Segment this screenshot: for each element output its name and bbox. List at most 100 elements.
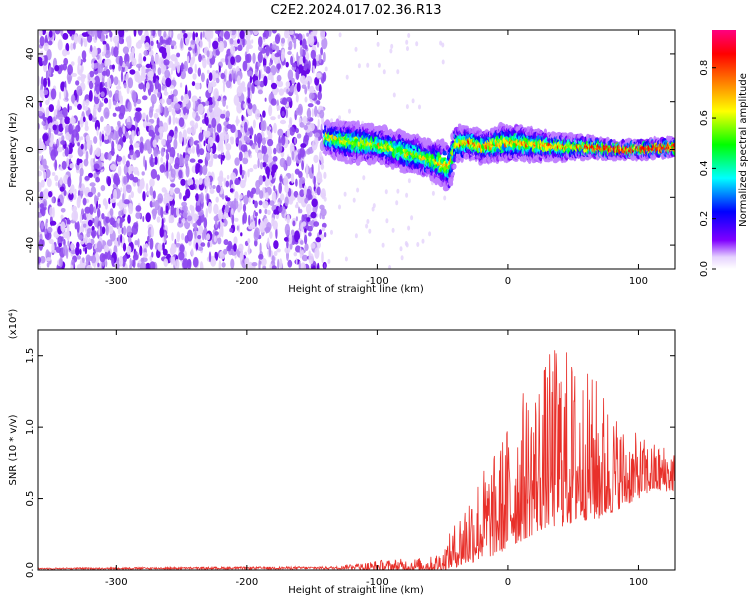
spectrogram-noise-cell xyxy=(105,224,109,236)
spectrogram-noise-cell xyxy=(76,221,80,233)
spectrogram-noise-cell xyxy=(396,188,400,194)
spectrogram-noise-cell xyxy=(159,98,165,104)
spectrogram-noise-cell xyxy=(307,60,311,70)
spectrogram-noise-cell xyxy=(290,173,295,184)
spectrogram-noise-cell xyxy=(132,176,139,183)
spectrogram-noise-cell xyxy=(218,65,221,73)
spectrogram-noise-cell xyxy=(234,217,239,222)
spectrogram-noise-cell xyxy=(323,171,327,179)
spectrogram-noise-cell xyxy=(78,234,83,240)
spectrogram-noise-cell xyxy=(163,91,169,96)
spectrogram-noise-cell xyxy=(217,237,222,245)
spectrogram-noise-cell xyxy=(117,79,121,88)
spectrogram-noise-cell xyxy=(296,133,302,139)
spectrogram-noise-cell xyxy=(291,62,297,68)
spectrogram-noise-cell xyxy=(320,155,324,165)
spectrogram-noise-cell xyxy=(247,244,251,256)
spectrogram-noise-cell xyxy=(39,191,44,200)
spectrogram-noise-cell xyxy=(220,94,223,103)
spectrogram-noise-cell xyxy=(165,152,170,161)
spectrogram-noise-cell xyxy=(67,176,72,188)
spectrogram-noise-cell xyxy=(214,219,218,229)
spectrogram-noise-cell xyxy=(243,103,246,109)
spectrogram-noise-cell xyxy=(39,203,44,209)
spectrogram-noise-cell xyxy=(123,199,130,205)
spectrogram-noise-cell xyxy=(319,109,325,119)
spectrogram-noise-cell xyxy=(185,188,191,199)
spectrogram-noise-cell xyxy=(109,31,113,38)
spectrogram-noise-cell xyxy=(278,206,283,213)
spectrogram-noise-cell xyxy=(76,255,82,260)
spectrogram-noise-cell xyxy=(79,115,84,128)
spectrogram-noise-cell xyxy=(139,141,144,154)
spectrogram-noise-cell xyxy=(313,154,319,164)
spectrogram-noise-cell xyxy=(39,89,45,99)
spectrogram-noise-cell xyxy=(46,262,50,268)
spectrogram-noise-cell xyxy=(61,160,67,170)
spectrogram-noise-cell xyxy=(132,259,136,268)
spectrogram-noise-cell xyxy=(95,147,101,157)
spectrogram-noise-cell xyxy=(338,32,342,38)
spectrogram-noise-cell xyxy=(50,88,57,100)
spectrogram-noise-cell xyxy=(129,149,134,156)
spectrogram-noise-cell xyxy=(224,68,228,76)
spectrogram-noise-cell xyxy=(82,238,87,243)
spectrogram-noise-cell xyxy=(61,135,65,142)
spectrogram-noise-cell xyxy=(83,38,88,48)
spectrogram-noise-cell xyxy=(144,139,151,151)
spectrogram-noise-cell xyxy=(205,116,209,127)
spectrogram-noise-cell xyxy=(208,251,212,263)
spectrogram-noise-cell xyxy=(51,242,55,254)
spectrogram-noise-cell xyxy=(45,119,48,131)
spectrogram-noise-cell xyxy=(158,104,161,115)
spectrogram-noise-cell xyxy=(70,42,74,51)
spectrogram-noise-cell xyxy=(278,88,285,96)
spectrogram-noise-cell xyxy=(327,258,331,264)
spectrogram-noise-cell xyxy=(247,70,253,77)
spectrogram-noise-cell xyxy=(295,93,299,103)
spectrogram-noise-cell xyxy=(142,95,148,101)
spectrogram-noise-cell xyxy=(221,214,227,220)
spectrogram-noise-cell xyxy=(122,175,128,185)
spectrogram-noise-cell xyxy=(170,168,176,178)
spectrogram-noise-cell xyxy=(197,235,202,240)
spectrogram-noise-cell xyxy=(270,98,277,106)
spectrogram-noise-cell xyxy=(254,187,261,195)
spectrogram-noise-cell xyxy=(274,34,281,45)
spectrogram-noise-cell xyxy=(196,143,200,155)
spectrogram-noise-cell xyxy=(162,242,165,252)
spectrogram-noise-cell xyxy=(67,76,72,85)
spectrogram-noise-cell xyxy=(314,132,320,138)
spectrogram-noise-cell xyxy=(137,238,140,248)
spectrogram-noise-cell xyxy=(103,97,109,104)
spectrogram-noise-cell xyxy=(258,260,262,265)
spectrogram-noise-cell xyxy=(75,80,80,86)
spectrogram-noise-cell xyxy=(110,163,117,171)
spectrogram-noise-cell xyxy=(263,75,268,87)
spectrogram-noise-cell xyxy=(125,184,132,194)
spectrogram-noise-cell xyxy=(220,72,225,80)
spectrogram-noise-cell xyxy=(145,122,152,127)
spectrogram-noise-cell xyxy=(62,107,68,119)
spectrogram-noise-cell xyxy=(152,190,156,199)
spectrogram-noise-cell xyxy=(262,120,267,132)
spectrogram-noise-cell xyxy=(48,191,53,198)
spectrogram-noise-cell xyxy=(254,68,258,77)
spectrogram-noise-cell xyxy=(385,218,389,224)
spectrogram-noise-cell xyxy=(144,262,152,269)
spectrogram-noise-cell xyxy=(89,140,93,145)
spectrogram-noise-cell xyxy=(50,133,54,141)
spectrogram-noise-cell xyxy=(72,42,76,50)
spectrogram-noise-cell xyxy=(247,168,250,178)
spectrogram-noise-cell xyxy=(47,226,53,234)
spectrogram-noise-cell xyxy=(391,227,395,233)
spectrogram-noise-cell xyxy=(79,181,82,189)
spectrogram-noise-cell xyxy=(189,120,195,127)
spectrogram-noise-cell xyxy=(80,37,83,47)
spectrogram-noise-cell xyxy=(421,238,425,244)
spectrogram-noise-cell xyxy=(273,122,277,134)
spectrogram-noise-cell xyxy=(202,57,207,69)
spectrogram-noise-cell xyxy=(305,163,309,175)
spectrogram-noise-cell xyxy=(97,62,100,74)
spectrogram-noise-cell xyxy=(239,201,243,211)
